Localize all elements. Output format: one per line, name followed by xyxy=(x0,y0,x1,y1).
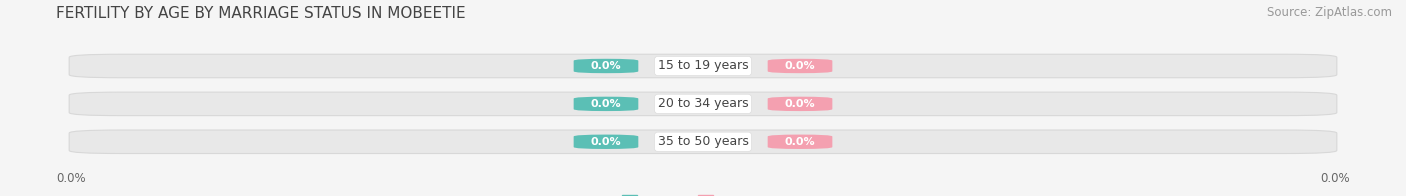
Text: 0.0%: 0.0% xyxy=(1320,172,1350,185)
Text: 0.0%: 0.0% xyxy=(785,137,815,147)
FancyBboxPatch shape xyxy=(768,59,832,73)
Text: 0.0%: 0.0% xyxy=(785,61,815,71)
FancyBboxPatch shape xyxy=(768,135,832,149)
Text: 0.0%: 0.0% xyxy=(591,99,621,109)
FancyBboxPatch shape xyxy=(69,92,1337,116)
FancyBboxPatch shape xyxy=(574,97,638,111)
Text: 0.0%: 0.0% xyxy=(591,137,621,147)
Legend: Married, Unmarried: Married, Unmarried xyxy=(617,190,789,196)
Text: Source: ZipAtlas.com: Source: ZipAtlas.com xyxy=(1267,6,1392,19)
FancyBboxPatch shape xyxy=(69,54,1337,78)
FancyBboxPatch shape xyxy=(574,59,638,73)
Text: 0.0%: 0.0% xyxy=(591,61,621,71)
FancyBboxPatch shape xyxy=(574,135,638,149)
Text: 0.0%: 0.0% xyxy=(56,172,86,185)
Text: FERTILITY BY AGE BY MARRIAGE STATUS IN MOBEETIE: FERTILITY BY AGE BY MARRIAGE STATUS IN M… xyxy=(56,6,465,21)
FancyBboxPatch shape xyxy=(768,97,832,111)
Text: 0.0%: 0.0% xyxy=(785,99,815,109)
Text: 35 to 50 years: 35 to 50 years xyxy=(658,135,748,148)
Text: 20 to 34 years: 20 to 34 years xyxy=(658,97,748,110)
Text: 15 to 19 years: 15 to 19 years xyxy=(658,60,748,73)
FancyBboxPatch shape xyxy=(69,130,1337,153)
